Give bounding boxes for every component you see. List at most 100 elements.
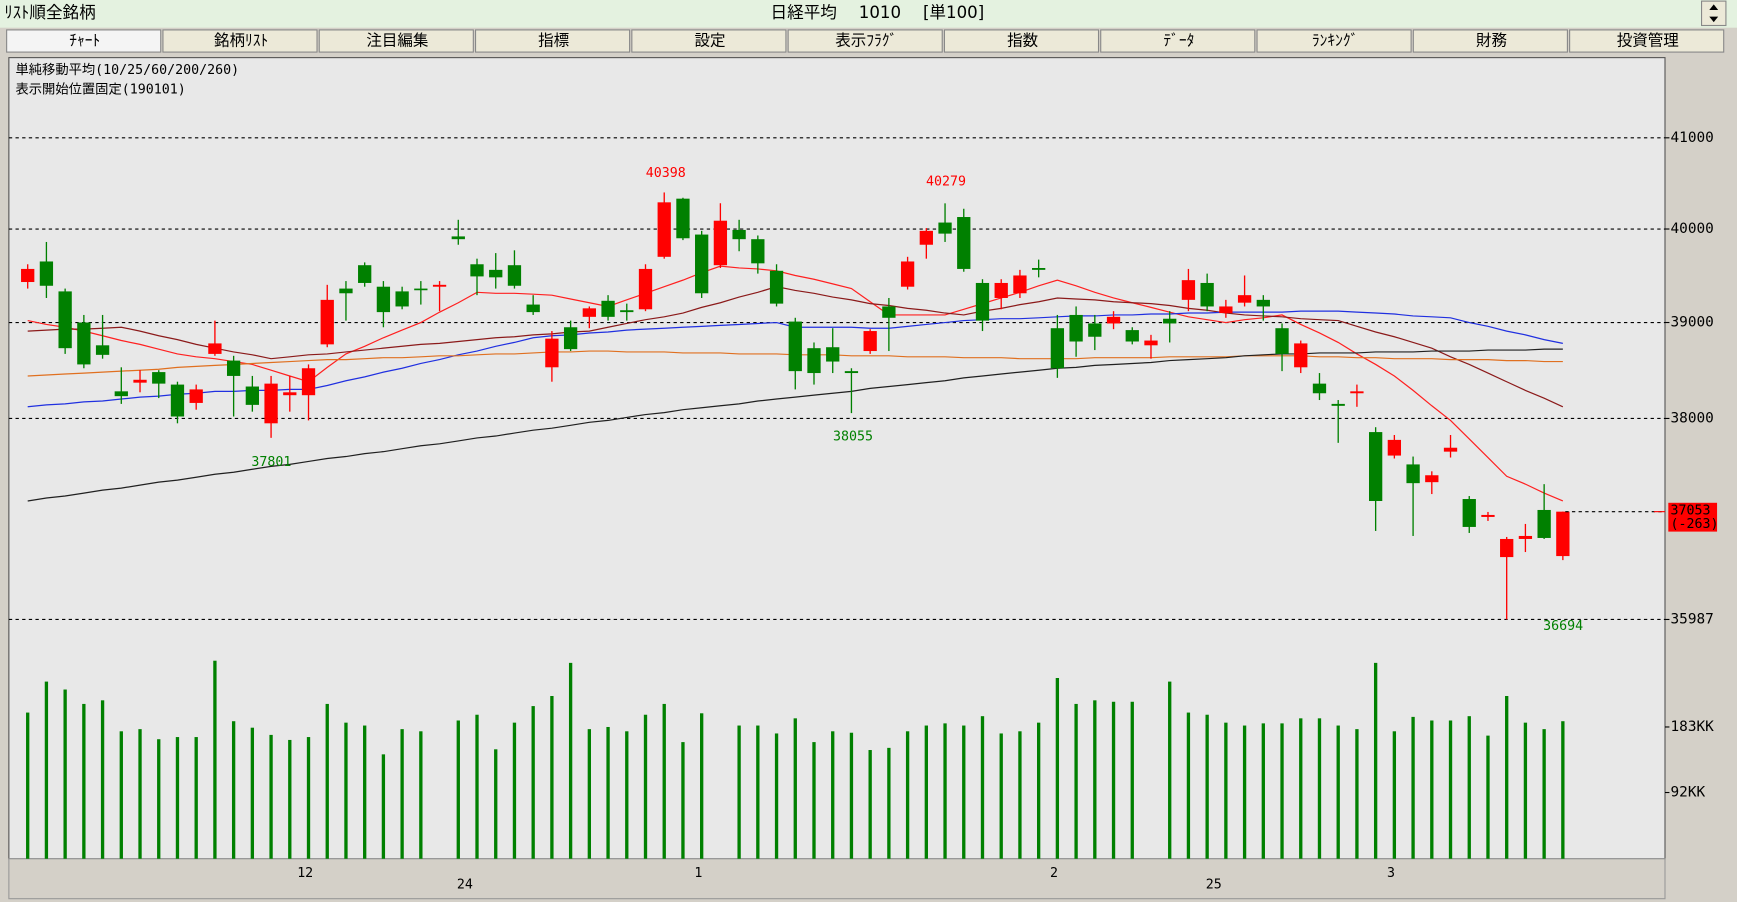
tab-label: 指数 xyxy=(1007,31,1038,49)
candle-body xyxy=(189,389,203,403)
volume-bar xyxy=(737,725,741,859)
candle-body xyxy=(1144,340,1158,346)
tab[interactable] xyxy=(474,29,631,53)
price-annotation: 37801 xyxy=(251,455,291,470)
candle-body xyxy=(1032,267,1046,270)
candle-body xyxy=(1275,328,1289,354)
candle-body xyxy=(1088,323,1102,337)
volume-bar xyxy=(1130,701,1134,859)
volume-bar xyxy=(363,725,367,859)
price-annotation: 40279 xyxy=(926,175,966,190)
volume-bar xyxy=(400,729,404,859)
candle-body xyxy=(769,270,784,304)
candle-body xyxy=(1387,439,1402,456)
tab[interactable] xyxy=(1100,29,1256,53)
volume-bar xyxy=(812,742,816,859)
tab[interactable] xyxy=(1256,29,1412,53)
volume-bar xyxy=(625,731,629,859)
tab[interactable] xyxy=(1412,29,1568,53)
volume-bar xyxy=(1561,721,1565,859)
candle-body xyxy=(489,269,503,278)
candle-body xyxy=(994,282,1008,298)
candle-body xyxy=(1462,499,1476,527)
candle-body xyxy=(1350,391,1364,394)
volume-bar xyxy=(1523,722,1528,859)
candle-body xyxy=(1500,538,1514,558)
tab-bar: ﾁｬｰﾄ 銘柄ﾘｽﾄ 注目編集 指標 設定 表示ﾌﾗｸﾞ 指数 ﾃﾞｰﾀ ﾗﾝｷﾝｸﾞ 財務 投資管… xyxy=(6,29,1725,53)
candle-body xyxy=(1125,330,1139,342)
candle-body xyxy=(1481,514,1495,517)
volume-bar xyxy=(587,729,592,859)
x-tick-label: 12 xyxy=(297,866,313,881)
volume-bar xyxy=(999,733,1003,859)
price-annotation: 40398 xyxy=(646,166,686,181)
year-label: 24 xyxy=(457,877,473,892)
moving-average-line xyxy=(27,265,1564,502)
price-annotation: 38055 xyxy=(833,430,873,445)
volume-bar xyxy=(681,742,685,859)
volume-bar xyxy=(475,714,479,859)
up-arrow xyxy=(1709,4,1719,10)
volume-bar xyxy=(1355,729,1359,859)
candle-body xyxy=(21,268,35,283)
candle-body xyxy=(526,304,540,313)
candle-body xyxy=(1013,275,1027,294)
tab[interactable] xyxy=(318,29,474,53)
volume-bar xyxy=(849,732,854,859)
tab-label: ﾗﾝｷﾝｸﾞ xyxy=(1312,31,1359,49)
volume-bar xyxy=(1411,716,1415,859)
volume-bar xyxy=(100,700,105,859)
candle-body xyxy=(1556,511,1570,557)
volume-bar xyxy=(1205,714,1209,859)
title-bar xyxy=(0,0,1737,28)
volume-bar xyxy=(1280,723,1284,859)
tab-label: 財務 xyxy=(1476,31,1507,49)
candle-body xyxy=(732,229,746,240)
candle-body xyxy=(582,308,596,317)
tab-label: 投資管理 xyxy=(1617,31,1679,49)
candle-body xyxy=(1312,383,1327,394)
year-label: 25 xyxy=(1206,877,1222,892)
candle-body xyxy=(245,386,259,405)
candle-body xyxy=(788,321,802,372)
candle-body xyxy=(807,348,821,374)
volume-bar xyxy=(868,750,872,859)
candle-body xyxy=(58,291,72,349)
tab[interactable] xyxy=(162,29,318,53)
candle-body xyxy=(1331,403,1345,406)
candle-body xyxy=(1069,314,1083,342)
candle-body xyxy=(1368,432,1383,502)
volume-tick-label: 183KK xyxy=(1671,719,1715,735)
volume-bar xyxy=(1299,718,1303,859)
tab[interactable] xyxy=(631,29,787,53)
volume-bar xyxy=(1224,722,1228,859)
volume-bar xyxy=(269,734,273,859)
candle-body xyxy=(470,264,484,277)
tab[interactable] xyxy=(943,29,1100,53)
volume-bar xyxy=(980,716,985,859)
volume-bar xyxy=(175,737,180,859)
candle-body xyxy=(620,310,634,313)
tab[interactable] xyxy=(787,29,943,53)
y-tick-label: 35987 xyxy=(1671,611,1714,627)
candle-body xyxy=(751,239,765,264)
candle-body xyxy=(826,347,840,362)
y-tick-label: 38000 xyxy=(1671,410,1714,426)
volume-bar xyxy=(887,747,891,859)
tab[interactable] xyxy=(1569,29,1725,53)
volume-bar xyxy=(943,723,947,859)
candle-body xyxy=(77,322,91,365)
candle-body xyxy=(1518,535,1533,539)
volume-bar xyxy=(793,718,797,859)
date-strip xyxy=(8,858,1666,900)
volume-bar xyxy=(213,660,217,859)
volume-bar xyxy=(831,731,835,859)
candle-body xyxy=(395,291,409,307)
tab[interactable] xyxy=(6,29,162,53)
candle-body xyxy=(1237,295,1252,303)
volume-tick-label: 92KK xyxy=(1671,785,1706,801)
candle-body xyxy=(1200,282,1214,307)
candle-body xyxy=(95,345,110,355)
